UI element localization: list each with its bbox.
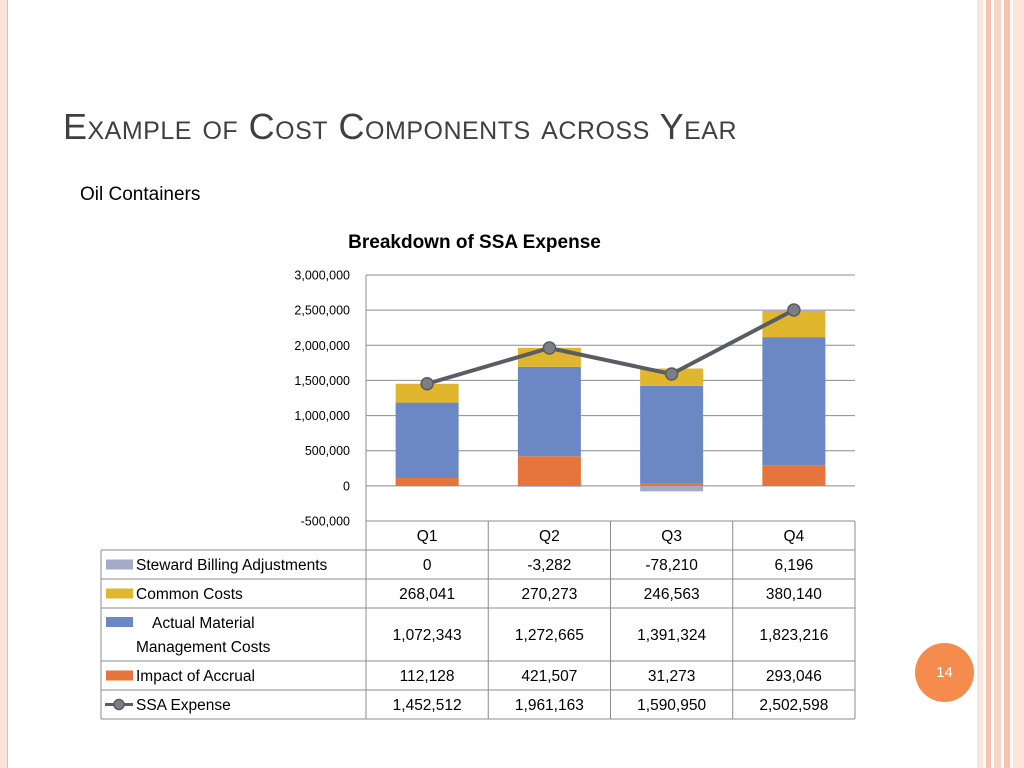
table-cell-value: 2,502,598: [759, 697, 828, 714]
y-tick-label: 0: [343, 479, 350, 493]
table-cell-value: 1,391,324: [637, 627, 706, 644]
slide-subtitle: Oil Containers: [80, 184, 201, 205]
table-cell-value: 1,452,512: [393, 697, 462, 714]
ssa-expense-point: [420, 377, 434, 391]
legend-key-steward: [106, 559, 133, 570]
y-tick-label: 1,500,000: [294, 374, 350, 388]
y-tick-label: 500,000: [305, 444, 350, 458]
y-tick-label: 2,500,000: [294, 304, 350, 318]
y-tick-label: -500,000: [301, 515, 350, 529]
table-cell-value: -78,210: [645, 557, 698, 574]
y-tick-label: 1,000,000: [294, 409, 350, 423]
right-border-stripe: [1004, 0, 1010, 768]
table-cell-value: 421,507: [521, 668, 577, 685]
table-cell-value: 270,273: [521, 586, 577, 603]
bar-accrual: [517, 456, 581, 486]
bar-accrual: [640, 483, 704, 486]
y-tick-label: 2,000,000: [294, 339, 350, 353]
chart-title: Breakdown of SSA Expense: [348, 232, 601, 253]
legend-key-accrual: [106, 670, 133, 681]
right-border-stripe: [977, 0, 983, 768]
ssa-expense-line: [426, 308, 795, 386]
table-cell-value: 31,273: [648, 668, 695, 685]
bar-actual: [640, 385, 704, 484]
table-cell-value: 0: [423, 557, 432, 574]
ssa-expense-point: [542, 341, 557, 355]
legend-label-steward: Steward Billing Adjustments: [136, 557, 328, 574]
bar-accrual: [762, 465, 826, 486]
bar-common: [395, 383, 459, 403]
table-cell-value: 112,128: [400, 668, 455, 685]
table-cell-value: 6,196: [774, 557, 813, 574]
legend-label-accrual: Impact of Accrual: [136, 668, 255, 685]
right-border-stripe: [1013, 0, 1024, 768]
x-category-label: Q4: [784, 528, 805, 545]
legend-label-ssa: SSA Expense: [136, 697, 231, 714]
ssa-expense-point: [787, 303, 801, 317]
legend-key-actual: [106, 617, 133, 627]
table-cell-value: 1,590,950: [637, 697, 706, 714]
table-cell-value: 293,046: [766, 668, 822, 685]
ssa-expense-point: [664, 367, 679, 381]
left-border-decoration: [0, 0, 8, 768]
legend-label-actual-line2: Management Costs: [136, 639, 271, 656]
table-cell-value: 1,272,665: [515, 627, 584, 644]
table-cell-value: 1,072,343: [393, 627, 462, 644]
bar-steward: [640, 485, 704, 492]
table-cell-value: 246,563: [644, 586, 700, 603]
legend-key-common: [106, 588, 133, 599]
bar-actual: [517, 366, 581, 457]
table-cell-value: 1,823,216: [759, 627, 828, 644]
y-tick-label: 3,000,000: [294, 269, 350, 283]
legend-label-actual-line1: Actual Material: [152, 615, 255, 632]
table-cell-value: 380,140: [766, 586, 822, 603]
table-cell-value: -3,282: [527, 557, 571, 574]
legend-label-common: Common Costs: [136, 586, 243, 603]
bar-actual: [395, 402, 459, 478]
slide-title: Example of Cost Components across Year: [63, 106, 738, 147]
right-border-stripe: [986, 0, 991, 768]
bar-steward: [517, 485, 581, 487]
x-category-label: Q2: [539, 528, 560, 545]
x-category-label: Q3: [661, 528, 682, 545]
legend-key-ssa-marker: [113, 698, 125, 711]
right-border-stripe: [994, 0, 1001, 768]
table-cell-value: 268,041: [399, 586, 455, 603]
x-category-label: Q1: [417, 528, 438, 545]
bar-accrual: [395, 477, 459, 486]
table-cell-value: 1,961,163: [515, 697, 584, 714]
page-number-badge: 14: [915, 643, 974, 702]
bar-actual: [762, 337, 826, 466]
